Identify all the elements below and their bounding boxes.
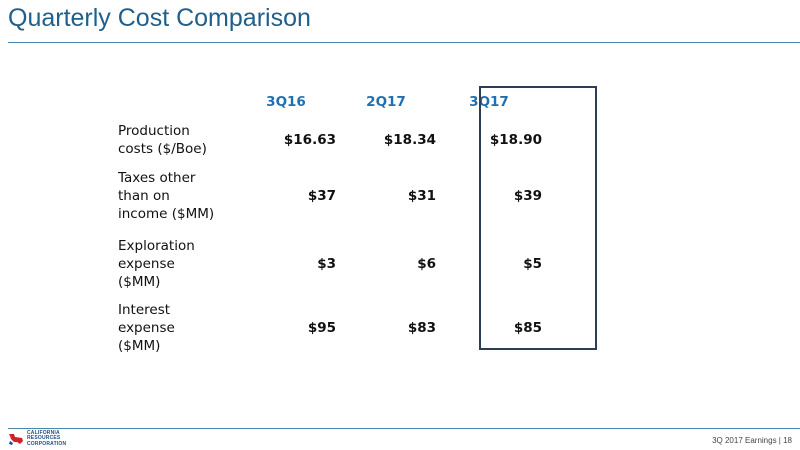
table-cell: $31	[407, 188, 436, 204]
table-cell: $85	[513, 320, 542, 336]
table-cell: $5	[523, 256, 542, 272]
logo-line: CORPORATION	[27, 440, 67, 447]
logo-line: RESOURCES	[27, 435, 61, 442]
table-cell: $3	[317, 256, 336, 272]
company-logo: CALIFORNIA RESOURCES CORPORATION	[8, 430, 66, 448]
row-label-line: expense	[118, 256, 175, 272]
column-header: 2Q17	[366, 94, 406, 110]
header-spacer	[118, 86, 236, 118]
table-cell: $95	[307, 320, 336, 336]
table-cell: $39	[513, 188, 542, 204]
table-cell: $16.63	[283, 132, 336, 148]
row-label-line: Taxes other	[118, 170, 196, 186]
row-label-line: ($MM)	[118, 338, 161, 354]
table-cell: $18.90	[489, 132, 542, 148]
row-label: Production costs ($/Boe)	[118, 118, 236, 162]
column-header: 3Q16	[266, 94, 306, 110]
row-label: Exploration expense ($MM)	[118, 230, 236, 298]
row-label-line: Interest	[118, 302, 171, 318]
title-divider	[8, 42, 800, 43]
table-row: Interest expense ($MM) $95 $83 $85	[118, 298, 542, 358]
table-cell: $37	[307, 188, 336, 204]
slide-title: Quarterly Cost Comparison	[8, 4, 311, 32]
cost-comparison-table: 3Q16 2Q17 3Q17 Production costs ($/Boe) $…	[118, 86, 542, 358]
table-cell: $18.34	[383, 132, 436, 148]
row-label-line: Production	[118, 123, 190, 139]
row-label-line: income ($MM)	[118, 206, 215, 222]
row-label-line: ($MM)	[118, 274, 161, 290]
row-label-line: than on	[118, 188, 170, 204]
table-cell: $6	[417, 256, 436, 272]
california-state-icon	[9, 434, 23, 445]
row-label-line: Exploration	[118, 238, 195, 254]
logo-wordmark: CALIFORNIA RESOURCES CORPORATION	[27, 429, 67, 448]
table-cell: $83	[407, 320, 436, 336]
footer-divider	[8, 428, 800, 429]
table-row: Exploration expense ($MM) $3 $6 $5	[118, 230, 542, 298]
logo-line: CALIFORNIA	[27, 429, 60, 436]
row-label: Taxes other than on income ($MM)	[118, 162, 236, 230]
highlight-box-3q17	[479, 86, 597, 350]
row-label: Interest expense ($MM)	[118, 298, 236, 358]
table-row: Production costs ($/Boe) $16.63 $18.34 $1…	[118, 118, 542, 162]
footer-page-label: 3Q 2017 Earnings | 18	[712, 436, 792, 445]
table-row: Taxes other than on income ($MM) $37 $31 $…	[118, 162, 542, 230]
row-label-line: costs ($/Boe)	[118, 141, 207, 157]
row-label-line: expense	[118, 320, 175, 336]
